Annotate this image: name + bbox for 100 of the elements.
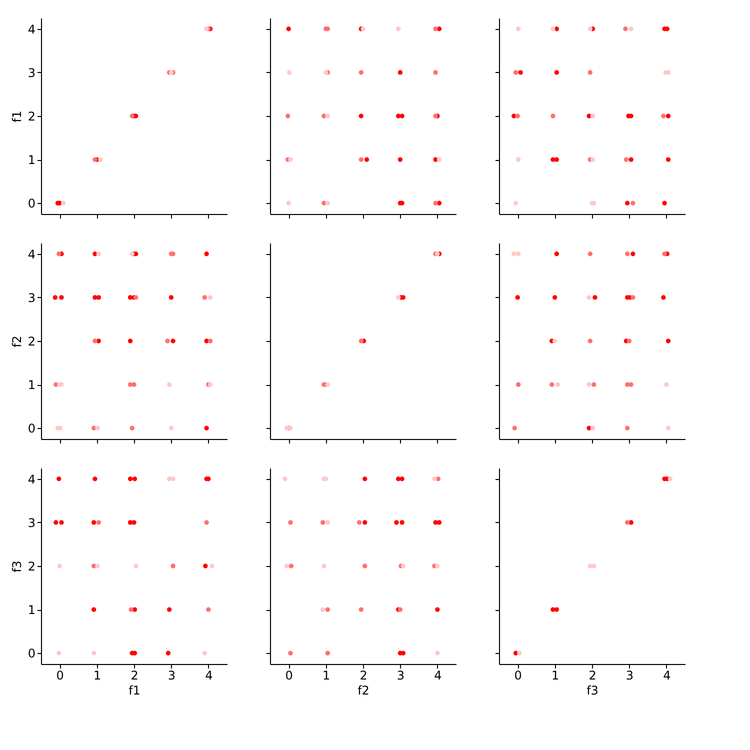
point [210, 564, 214, 568]
point [320, 520, 326, 525]
x-tick-label: 3 [168, 668, 176, 682]
point [96, 338, 102, 344]
point [320, 607, 326, 612]
point [287, 70, 292, 75]
point [358, 607, 364, 612]
point [364, 157, 370, 162]
point [396, 295, 401, 300]
point [554, 252, 560, 256]
y-tick-label: 3 [28, 66, 36, 80]
point [92, 338, 98, 344]
y-tick-label: 1 [28, 603, 36, 618]
point [92, 476, 98, 482]
point [666, 114, 671, 118]
point [590, 157, 596, 162]
y-tick-label: 1 [28, 153, 36, 168]
point [288, 520, 293, 525]
point [284, 564, 290, 568]
point [433, 200, 438, 206]
point [134, 564, 138, 568]
point [325, 520, 330, 525]
point [588, 252, 592, 256]
point [204, 252, 209, 256]
point [95, 426, 100, 430]
point [666, 426, 671, 430]
x-axis-title: f1 [128, 684, 140, 698]
x-axis-title: f3 [586, 684, 598, 698]
point [623, 26, 628, 32]
point [400, 476, 404, 482]
point [400, 564, 406, 568]
point [592, 564, 596, 568]
point [362, 476, 368, 482]
point [628, 157, 634, 162]
point [398, 157, 403, 162]
y-tick-label: 2 [28, 110, 36, 124]
x-tick-label: 1 [551, 668, 560, 682]
y-tick-label: 4 [28, 472, 36, 486]
x-tick-label: 4 [663, 668, 671, 682]
point [552, 338, 558, 344]
point [325, 607, 330, 612]
point [515, 295, 520, 300]
point [592, 295, 598, 300]
y-tick-label: 2 [28, 560, 36, 574]
point [518, 70, 523, 75]
point [288, 157, 293, 162]
point [436, 157, 442, 162]
point [433, 26, 438, 32]
x-tick-label: 0 [56, 668, 64, 682]
point [436, 476, 440, 482]
point [202, 650, 208, 656]
point [288, 564, 294, 568]
point [358, 70, 364, 75]
point [59, 520, 64, 525]
point [204, 520, 209, 525]
point [554, 70, 560, 75]
point [668, 476, 672, 482]
point [516, 157, 521, 162]
point [624, 252, 630, 256]
point [516, 26, 521, 32]
point [590, 426, 596, 430]
point [208, 338, 213, 344]
point [586, 295, 592, 300]
point [286, 200, 291, 206]
point [56, 476, 62, 482]
point [95, 564, 100, 568]
point [396, 26, 401, 32]
point [322, 564, 326, 568]
point [91, 607, 96, 612]
y-tick-label: 0 [28, 422, 36, 436]
point [98, 157, 103, 162]
point [96, 252, 102, 256]
point [664, 382, 669, 387]
point [666, 157, 671, 162]
point [288, 650, 293, 656]
point [400, 114, 404, 118]
point [626, 338, 632, 344]
point [286, 114, 290, 118]
point [394, 520, 399, 525]
x-tick-label: 1 [93, 668, 102, 682]
point [630, 252, 636, 256]
x-tick-label: 2 [588, 668, 596, 682]
point [586, 382, 592, 387]
point [91, 520, 96, 525]
point [550, 26, 556, 32]
point [203, 564, 208, 568]
point [202, 295, 208, 300]
point [592, 382, 596, 387]
x-tick-label: 1 [322, 668, 330, 682]
point [166, 382, 172, 387]
point [170, 338, 176, 344]
point [549, 382, 554, 387]
point [512, 252, 516, 256]
point [282, 476, 288, 482]
point [398, 70, 403, 75]
point [432, 476, 437, 482]
point [54, 520, 58, 525]
point [132, 520, 136, 525]
point [59, 295, 64, 300]
y-tick-label: 4 [28, 247, 36, 262]
